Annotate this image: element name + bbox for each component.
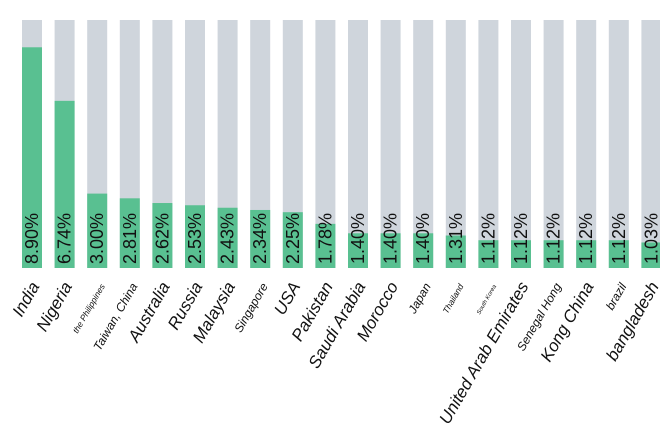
data-label: 2.25% [283,213,303,264]
bar-track [250,20,271,268]
bar [413,233,434,268]
data-label: 1.40% [381,213,401,264]
bar-track [478,20,499,268]
data-label: 2.62% [152,213,172,264]
data-label: 2.81% [120,213,140,264]
data-label: 1.31% [446,213,466,264]
data-label: 1.03% [641,213,660,264]
tick-label: brazil [603,280,630,312]
bar-track [282,20,303,268]
tick-label: South Korea [476,283,498,315]
bar [250,209,271,268]
data-label: 1.12% [511,213,531,264]
bar [152,203,173,268]
bar-track [641,20,660,268]
data-label: 2.53% [185,213,205,264]
bar-track [576,20,597,268]
data-label: 1.40% [413,213,433,264]
bar [641,242,660,268]
bar [54,100,75,269]
tick-label: USA [270,279,304,319]
tick-label: Japan [405,280,434,316]
bar [315,223,336,268]
data-label: 2.43% [218,213,238,264]
bar [282,212,303,268]
bar-track [380,20,401,268]
data-label: 1.12% [576,213,596,264]
bar [608,240,629,268]
data-label: 1.12% [478,213,498,264]
bar-track [315,20,336,268]
data-label: 1.40% [348,213,368,264]
bar-track [608,20,629,268]
data-label: 8.90% [22,213,42,264]
bar-track [543,20,564,268]
bar-track [348,20,368,268]
bar [185,205,205,268]
bar [87,193,108,268]
data-label: 1.12% [544,213,564,264]
bar [348,233,368,268]
tick-label: Thailand [441,282,466,315]
bar [511,240,531,268]
bar [543,240,564,268]
data-label: 1.78% [315,213,335,264]
bar-track [413,20,434,268]
bar [119,198,140,268]
bar [478,240,499,268]
bar [576,240,597,268]
bar [22,47,42,268]
bar [217,207,238,268]
data-label: 1.12% [609,213,629,264]
data-label: 2.34% [250,213,270,264]
data-label: 3.00% [87,213,107,264]
data-label: 6.74% [55,213,75,264]
bar-track [511,20,531,268]
bar [445,235,466,268]
bar [380,233,401,268]
bar-track [217,20,238,268]
bar-track [445,20,466,268]
